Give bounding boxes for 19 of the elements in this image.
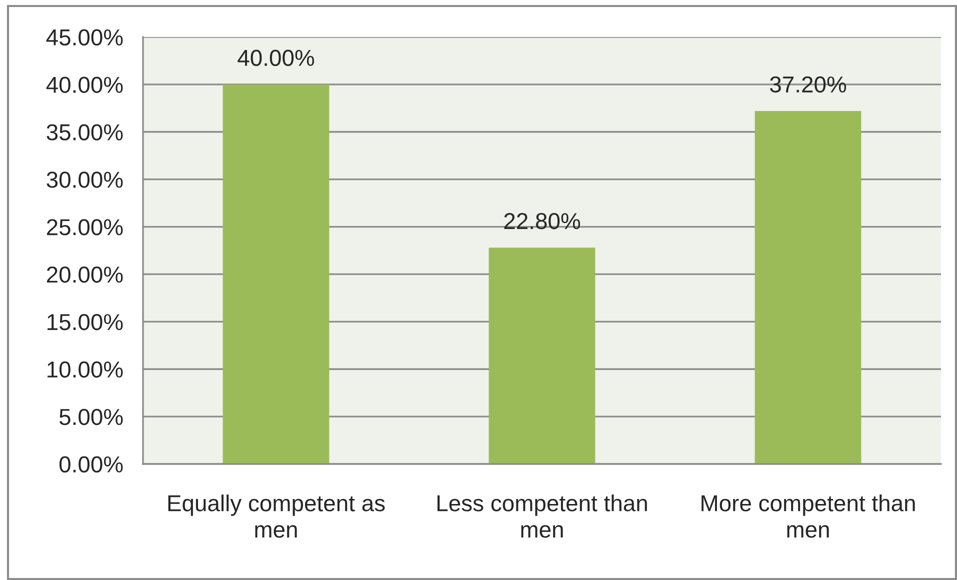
- y-tick-label: 0.00%: [59, 456, 123, 473]
- data-label: 22.80%: [504, 213, 580, 230]
- bar: [488, 248, 596, 464]
- y-tick-label: 40.00%: [46, 76, 123, 93]
- y-tick-label: 20.00%: [46, 266, 123, 283]
- y-tick-label: 10.00%: [48, 361, 123, 378]
- y-tick-label: 5.00%: [59, 408, 123, 426]
- data-label: 40.00%: [238, 50, 314, 66]
- bar: [222, 84, 330, 464]
- bar: [754, 111, 862, 464]
- x-tick-label: Equally competent as men: [168, 494, 385, 538]
- y-tick-label: 35.00%: [46, 124, 123, 140]
- y-tick-label: 15.00%: [48, 314, 123, 330]
- y-tick-label: 25.00%: [46, 219, 123, 236]
- x-tick-label: Less competent than men: [438, 494, 647, 538]
- y-tick-label: 30.00%: [46, 172, 123, 188]
- data-label: 37.20%: [770, 76, 846, 93]
- x-tick-label: More competent than men: [702, 494, 915, 538]
- y-tick-label: 45.00%: [46, 29, 123, 46]
